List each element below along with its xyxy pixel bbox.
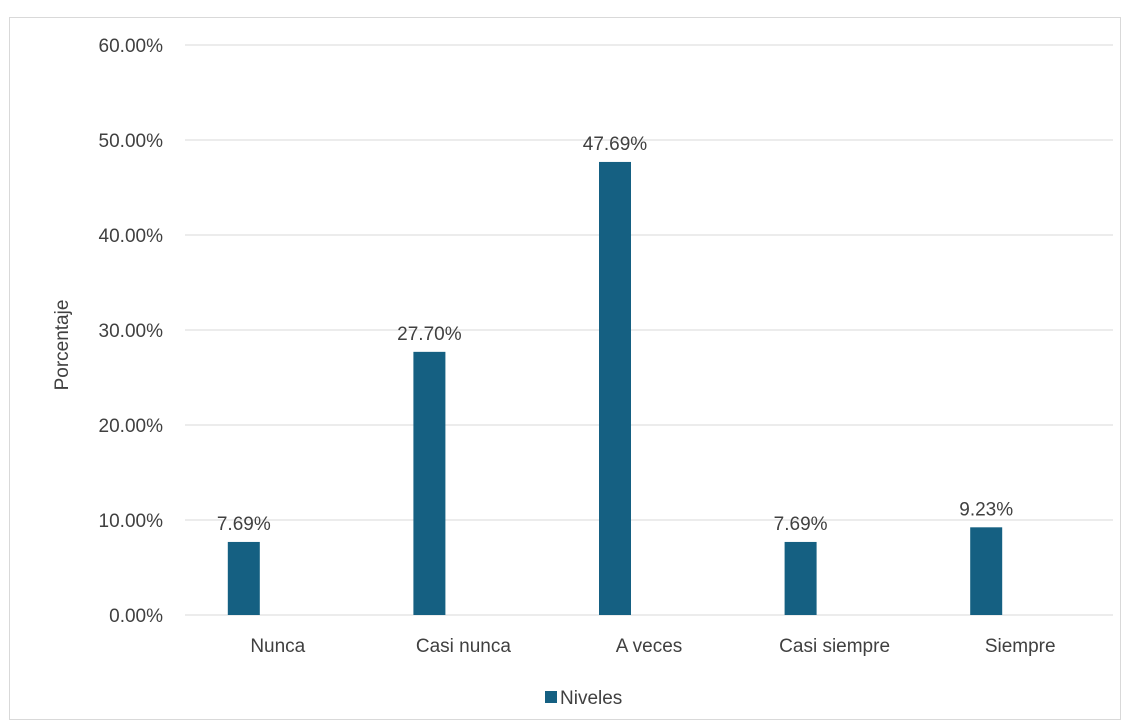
y-tick-label: 50.00% [99,131,164,152]
x-category-label: Casi nunca [416,636,511,657]
bar [413,351,446,615]
y-tick-label: 60.00% [99,36,164,57]
y-tick-label: 10.00% [99,511,164,532]
y-tick-label: 40.00% [99,226,164,247]
y-tick-label: 20.00% [99,416,164,437]
x-category-label: A veces [616,636,683,657]
bar [784,541,817,615]
bars [227,161,1003,615]
y-tick-label: 30.00% [99,321,164,342]
x-category-label: Nunca [250,636,305,657]
gridlines [185,44,1113,616]
data-label: 7.69% [217,514,271,535]
data-labels: 7.69% 27.70% 47.69% 7.69% 9.23% [217,134,1013,535]
bar [227,541,260,615]
bar [599,161,631,615]
x-category-label: Casi siempre [779,636,890,657]
legend-label: Niveles [560,688,622,709]
data-label: 9.23% [959,499,1013,520]
legend-swatch [545,691,557,703]
data-label: 47.69% [583,134,648,155]
data-label: 27.70% [397,324,462,345]
legend: Niveles [545,688,622,709]
chart-frame [9,17,1121,720]
y-tick-label: 0.00% [109,606,163,627]
data-label: 7.69% [774,514,828,535]
y-axis-title: Porcentaje [52,300,73,391]
y-axis-tick-labels: 0.00% 10.00% 20.00% 30.00% 40.00% 50.00% 60.00… [99,36,164,627]
x-category-label: Siempre [985,636,1056,657]
bar [970,527,1003,615]
x-axis-category-labels: Nunca Casi nunca A veces Casi siempre Siempr… [250,636,1055,657]
